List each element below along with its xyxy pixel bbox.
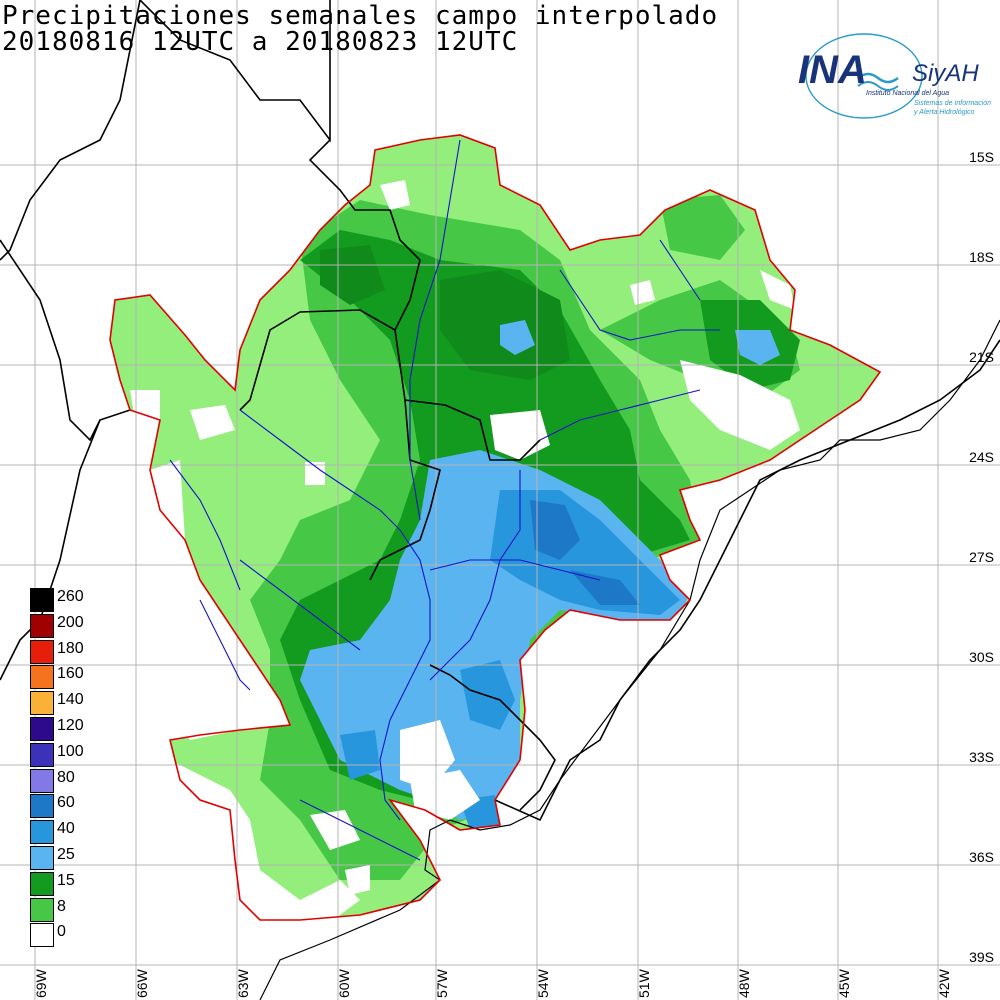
- legend-label: 260: [57, 588, 84, 605]
- lon-label: 45W: [836, 969, 852, 998]
- lon-label: 63W: [235, 969, 251, 998]
- legend-label: 40: [57, 820, 75, 838]
- lon-label: 51W: [636, 969, 652, 998]
- lon-label: 48W: [736, 969, 752, 998]
- map-title: Precipitaciones semanales campo interpol…: [2, 1, 719, 31]
- lat-label: 18S: [969, 249, 994, 265]
- legend-label: 60: [57, 794, 75, 812]
- logo-tagline2: y Alerta Hidrológico: [914, 109, 975, 116]
- legend-swatch: [30, 897, 54, 922]
- legend-label: 8: [57, 897, 66, 915]
- country-borders: [0, 0, 1000, 822]
- legend-swatch: [30, 820, 54, 845]
- coastline: [259, 319, 1000, 1000]
- logo-main: INA: [798, 48, 867, 92]
- legend-swatch: [30, 742, 54, 767]
- logo-subtitle: Instituto Nacional del Agua: [866, 90, 950, 97]
- lon-label: 54W: [535, 969, 551, 998]
- lat-label: 33S: [969, 749, 994, 765]
- lat-label: 39S: [969, 949, 994, 965]
- legend-label: 180: [57, 639, 84, 657]
- legend-label: 0: [57, 923, 66, 941]
- legend-swatch: [30, 691, 54, 716]
- legend-label: 15: [57, 871, 75, 889]
- lon-label: 69W: [33, 969, 49, 998]
- lat-label: 21S: [969, 349, 994, 365]
- lon-label: 60W: [336, 969, 352, 998]
- lat-label: 27S: [969, 549, 994, 565]
- logo-brand: SiyAH: [912, 60, 979, 87]
- lat-label: 15S: [969, 149, 994, 165]
- legend-swatch: [30, 613, 54, 638]
- legend-swatch: [30, 845, 54, 870]
- logo-tagline1: Sistemas de Información: [914, 100, 992, 107]
- lon-label: 66W: [134, 969, 150, 998]
- legend-label: 100: [57, 742, 84, 760]
- date-range: 20180816 12UTC a 20180823 12UTC: [2, 27, 519, 57]
- lon-label: 57W: [434, 969, 450, 998]
- wave-icon: [805, 33, 923, 119]
- legend-label: 160: [57, 665, 84, 683]
- legend-swatch: [30, 588, 54, 612]
- legend-label: 25: [57, 845, 75, 863]
- lat-label: 24S: [969, 449, 994, 465]
- legend-label: 120: [57, 716, 84, 734]
- legend-swatch: [30, 794, 54, 819]
- legend-swatch: [30, 716, 54, 741]
- lat-label: 36S: [969, 849, 994, 865]
- legend-swatch: [30, 639, 54, 664]
- legend-swatch: [30, 665, 54, 690]
- ina-siyah-logo: INA SiyAH Instituto Nacional del Agua Si…: [792, 32, 996, 128]
- legend-label: 200: [57, 613, 84, 631]
- rivers: [169, 139, 720, 861]
- legend-label: 140: [57, 691, 84, 709]
- lon-label: 42W: [936, 969, 952, 998]
- legend-swatch: [30, 923, 54, 948]
- legend-swatch: [30, 768, 54, 793]
- legend-swatch: [30, 871, 54, 896]
- lat-label: 30S: [969, 649, 994, 665]
- legend-label: 80: [57, 768, 75, 786]
- precip-field: [110, 135, 880, 920]
